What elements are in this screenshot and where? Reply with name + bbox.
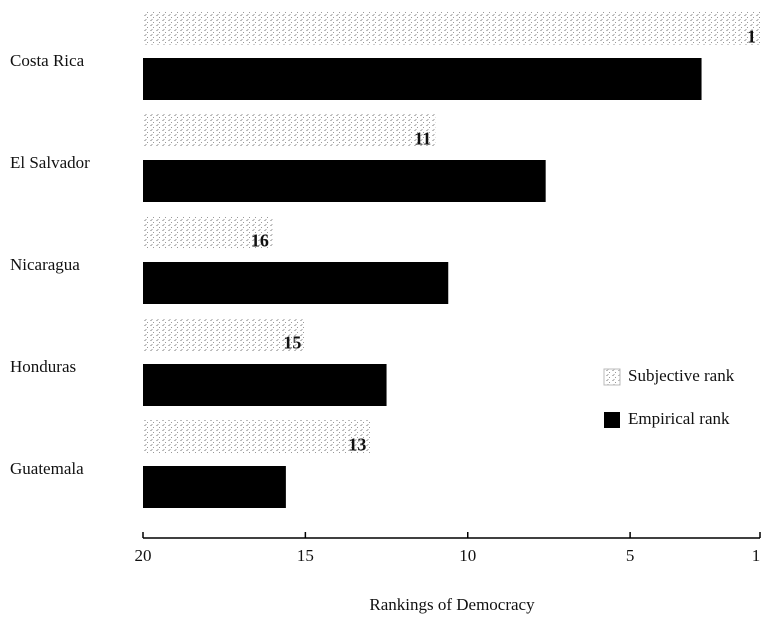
legend-label: Subjective rank [628, 366, 735, 385]
bar [143, 160, 546, 202]
category-label: Guatemala [10, 459, 84, 478]
bar [143, 114, 436, 147]
category-label: Nicaragua [10, 255, 80, 274]
data-label: 11 [414, 129, 431, 149]
legend-label: Empirical rank [628, 409, 730, 428]
bar [143, 364, 387, 406]
data-label: 16 [251, 231, 269, 251]
category-label: Honduras [10, 357, 76, 376]
bar [143, 12, 760, 45]
data-label: 13 [348, 435, 366, 455]
data-label: 15 [283, 333, 301, 353]
x-tick-label: 20 [135, 546, 152, 565]
x-tick-label: 15 [297, 546, 314, 565]
x-tick-label: 5 [626, 546, 635, 565]
bar [143, 420, 371, 453]
category-label: Costa Rica [10, 51, 85, 70]
bar [143, 216, 273, 249]
bar [143, 466, 286, 508]
x-tick-label: 1 [752, 546, 761, 565]
data-label: 1 [747, 27, 756, 47]
x-tick-label: 10 [459, 546, 476, 565]
legend-swatch [604, 412, 620, 428]
x-axis-label: Rankings of Democracy [369, 595, 535, 614]
bar [143, 262, 449, 304]
bar [143, 58, 702, 100]
category-label: El Salvador [10, 153, 90, 172]
bar [143, 318, 306, 351]
legend-swatch [603, 368, 621, 386]
